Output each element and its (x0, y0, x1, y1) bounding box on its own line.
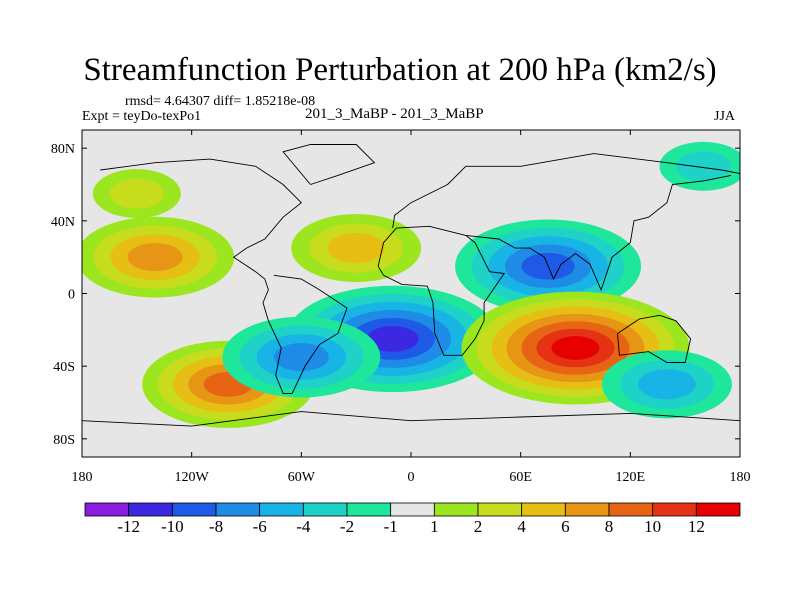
x-tick-label: 60E (509, 470, 532, 485)
coastline-5 (282, 144, 376, 185)
contour-arctic-high (676, 151, 731, 182)
y-tick-label: 40S (53, 360, 75, 375)
x-tick-label: 120E (616, 470, 646, 485)
colorbar-label: 6 (561, 517, 570, 536)
y-tick-label: 80N (51, 142, 75, 157)
colorbar-label: -4 (296, 517, 311, 536)
colorbar-swatch (171, 502, 217, 517)
x-tick-label: 120W (175, 470, 210, 485)
colorbar-swatch (84, 502, 130, 517)
season-label: JJA (714, 109, 736, 124)
contour-indian-ocean-high (551, 336, 600, 360)
x-tick-label: 180 (72, 470, 93, 485)
colorbar-swatch (521, 502, 566, 517)
colorbar-label: -8 (209, 517, 223, 536)
contour-central-pacific-high (127, 243, 183, 272)
colorbar-label: -12 (117, 517, 140, 536)
chart-title: Streamfunction Perturbation at 200 hPa (… (83, 52, 717, 88)
contour-fields (82, 141, 740, 428)
colorbar-label: 4 (517, 517, 526, 536)
colorbar-swatch (215, 502, 261, 517)
coastline-3 (465, 174, 731, 292)
contour-south-atlantic-low (366, 326, 419, 352)
y-tick-label: 40N (51, 215, 75, 230)
x-tick-label: 60W (288, 470, 316, 485)
x-tick-label: 0 (408, 470, 415, 485)
map-area (82, 130, 740, 457)
coastlines (82, 144, 740, 427)
colorbar-swatch (564, 502, 610, 517)
colorbar-label: -1 (384, 517, 398, 536)
coastline-2 (392, 153, 740, 229)
colorbar-label: -2 (340, 517, 354, 536)
colorbar-swatch (259, 502, 304, 517)
center-label: 201_3_MaBP - 201_3_MaBP (305, 106, 484, 122)
axes: 180 120W 60W 0 60E 120E 180 80N 40N 0 40S 80S (51, 130, 751, 485)
colorbar-swatch (390, 502, 435, 517)
colorbar-swatch (608, 502, 654, 517)
colorbar-label: 10 (644, 517, 661, 536)
colorbar-swatch (433, 502, 479, 517)
coastline-4 (617, 314, 692, 363)
colorbar-label: 2 (474, 517, 483, 536)
colorbar: -12 -10 -8 -6 -4 -2 -1 1 2 4 6 8 10 12 (84, 502, 741, 536)
colorbar-swatch (477, 502, 523, 517)
colorbar-label: 12 (688, 517, 705, 536)
colorbar-label: 1 (430, 517, 439, 536)
experiment-label: Expt = teyDo-texPo1 (82, 109, 202, 124)
contour-atlantic-positive (327, 232, 386, 264)
y-tick-label: 80S (53, 433, 75, 448)
colorbar-swatch (128, 502, 173, 517)
colorbar-swatch (695, 502, 741, 517)
colorbar-swatch (346, 502, 392, 517)
contour-north-pacific-high (109, 178, 164, 209)
stats-text: rmsd= 4.64307 diff= 1.85218e-08 (125, 94, 316, 109)
colorbar-swatch (652, 502, 697, 517)
y-tick-label: 0 (68, 288, 75, 303)
colorbar-label: 8 (605, 517, 614, 536)
contour-south-indian-low (638, 369, 696, 400)
contour-south-pacific-low (273, 343, 329, 372)
x-tick-label: 180 (730, 470, 751, 485)
colorbar-label: -6 (253, 517, 267, 536)
coastline-0 (100, 158, 348, 394)
colorbar-label: -10 (161, 517, 184, 536)
coastline-1 (377, 225, 505, 356)
coastline-6 (82, 411, 740, 427)
colorbar-swatch (302, 502, 348, 517)
